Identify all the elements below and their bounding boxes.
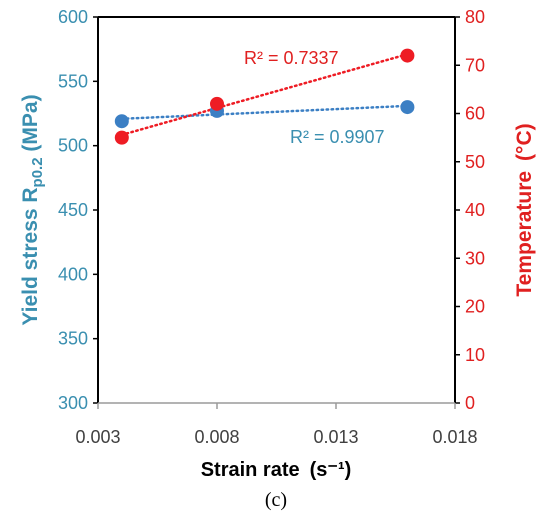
x-ticks: 0.003 0.008 0.013 0.018 [75,403,478,447]
yield-point [114,114,129,129]
y1-tick-label: 550 [58,71,88,91]
y2-tick-label: 30 [465,248,485,268]
y1-tick-label: 500 [58,136,88,156]
y2-axis-title: Temperature (°C) [513,123,536,296]
y1-tick-label: 400 [58,264,88,284]
y1-tick-label: 600 [58,7,88,27]
y2-tick-label: 10 [465,345,485,365]
r2-temperature-label: R² = 0.7337 [244,48,339,68]
temperature-point [400,48,415,63]
plot-area [98,17,455,403]
y1-title-sub: p0.2 [29,157,46,187]
y2-tick-label: 80 [465,7,485,27]
y2-tick-label: 20 [465,297,485,317]
y2-tick-label: 70 [465,55,485,75]
y1-ticks: 300 350 400 450 500 550 600 [58,7,98,413]
y2-title-unit: (°C) [513,123,536,161]
x-title-unit: (s⁻¹) [310,459,352,481]
x-axis-title: Strain rate (s⁻¹) [201,459,352,481]
x-tick-label: 0.013 [313,427,358,447]
temperature-point [114,130,129,145]
y1-title-unit: (MPa) [19,94,42,157]
y2-tick-label: 40 [465,200,485,220]
temperature-trendline [120,52,409,137]
panel-label: (c) [265,489,287,511]
x-title-main: Strain rate [201,459,300,481]
x-tick-label: 0.018 [432,427,477,447]
yield-point [400,100,415,115]
y1-tick-label: 350 [58,329,88,349]
y1-tick-label: 450 [58,200,88,220]
x-tick-label: 0.008 [194,427,239,447]
y2-tick-label: 60 [465,104,485,124]
y2-ticks: 0 10 20 30 40 50 60 70 80 [455,7,485,413]
yield-trendline [120,104,409,121]
temperature-point [210,96,224,111]
x-tick-label: 0.003 [75,427,120,447]
markers [114,48,415,145]
y1-tick-label: 300 [58,393,88,413]
y2-title-main: Temperature [513,171,536,297]
y1-title-main: Yield stress R [19,187,42,325]
r2-yield-label: R² = 0.9907 [290,127,385,147]
y2-tick-label: 0 [465,393,475,413]
trendlines [120,52,409,137]
y2-tick-label: 50 [465,152,485,172]
y1-axis-title: Yield stress Rp0.2 (MPa) [19,94,46,325]
